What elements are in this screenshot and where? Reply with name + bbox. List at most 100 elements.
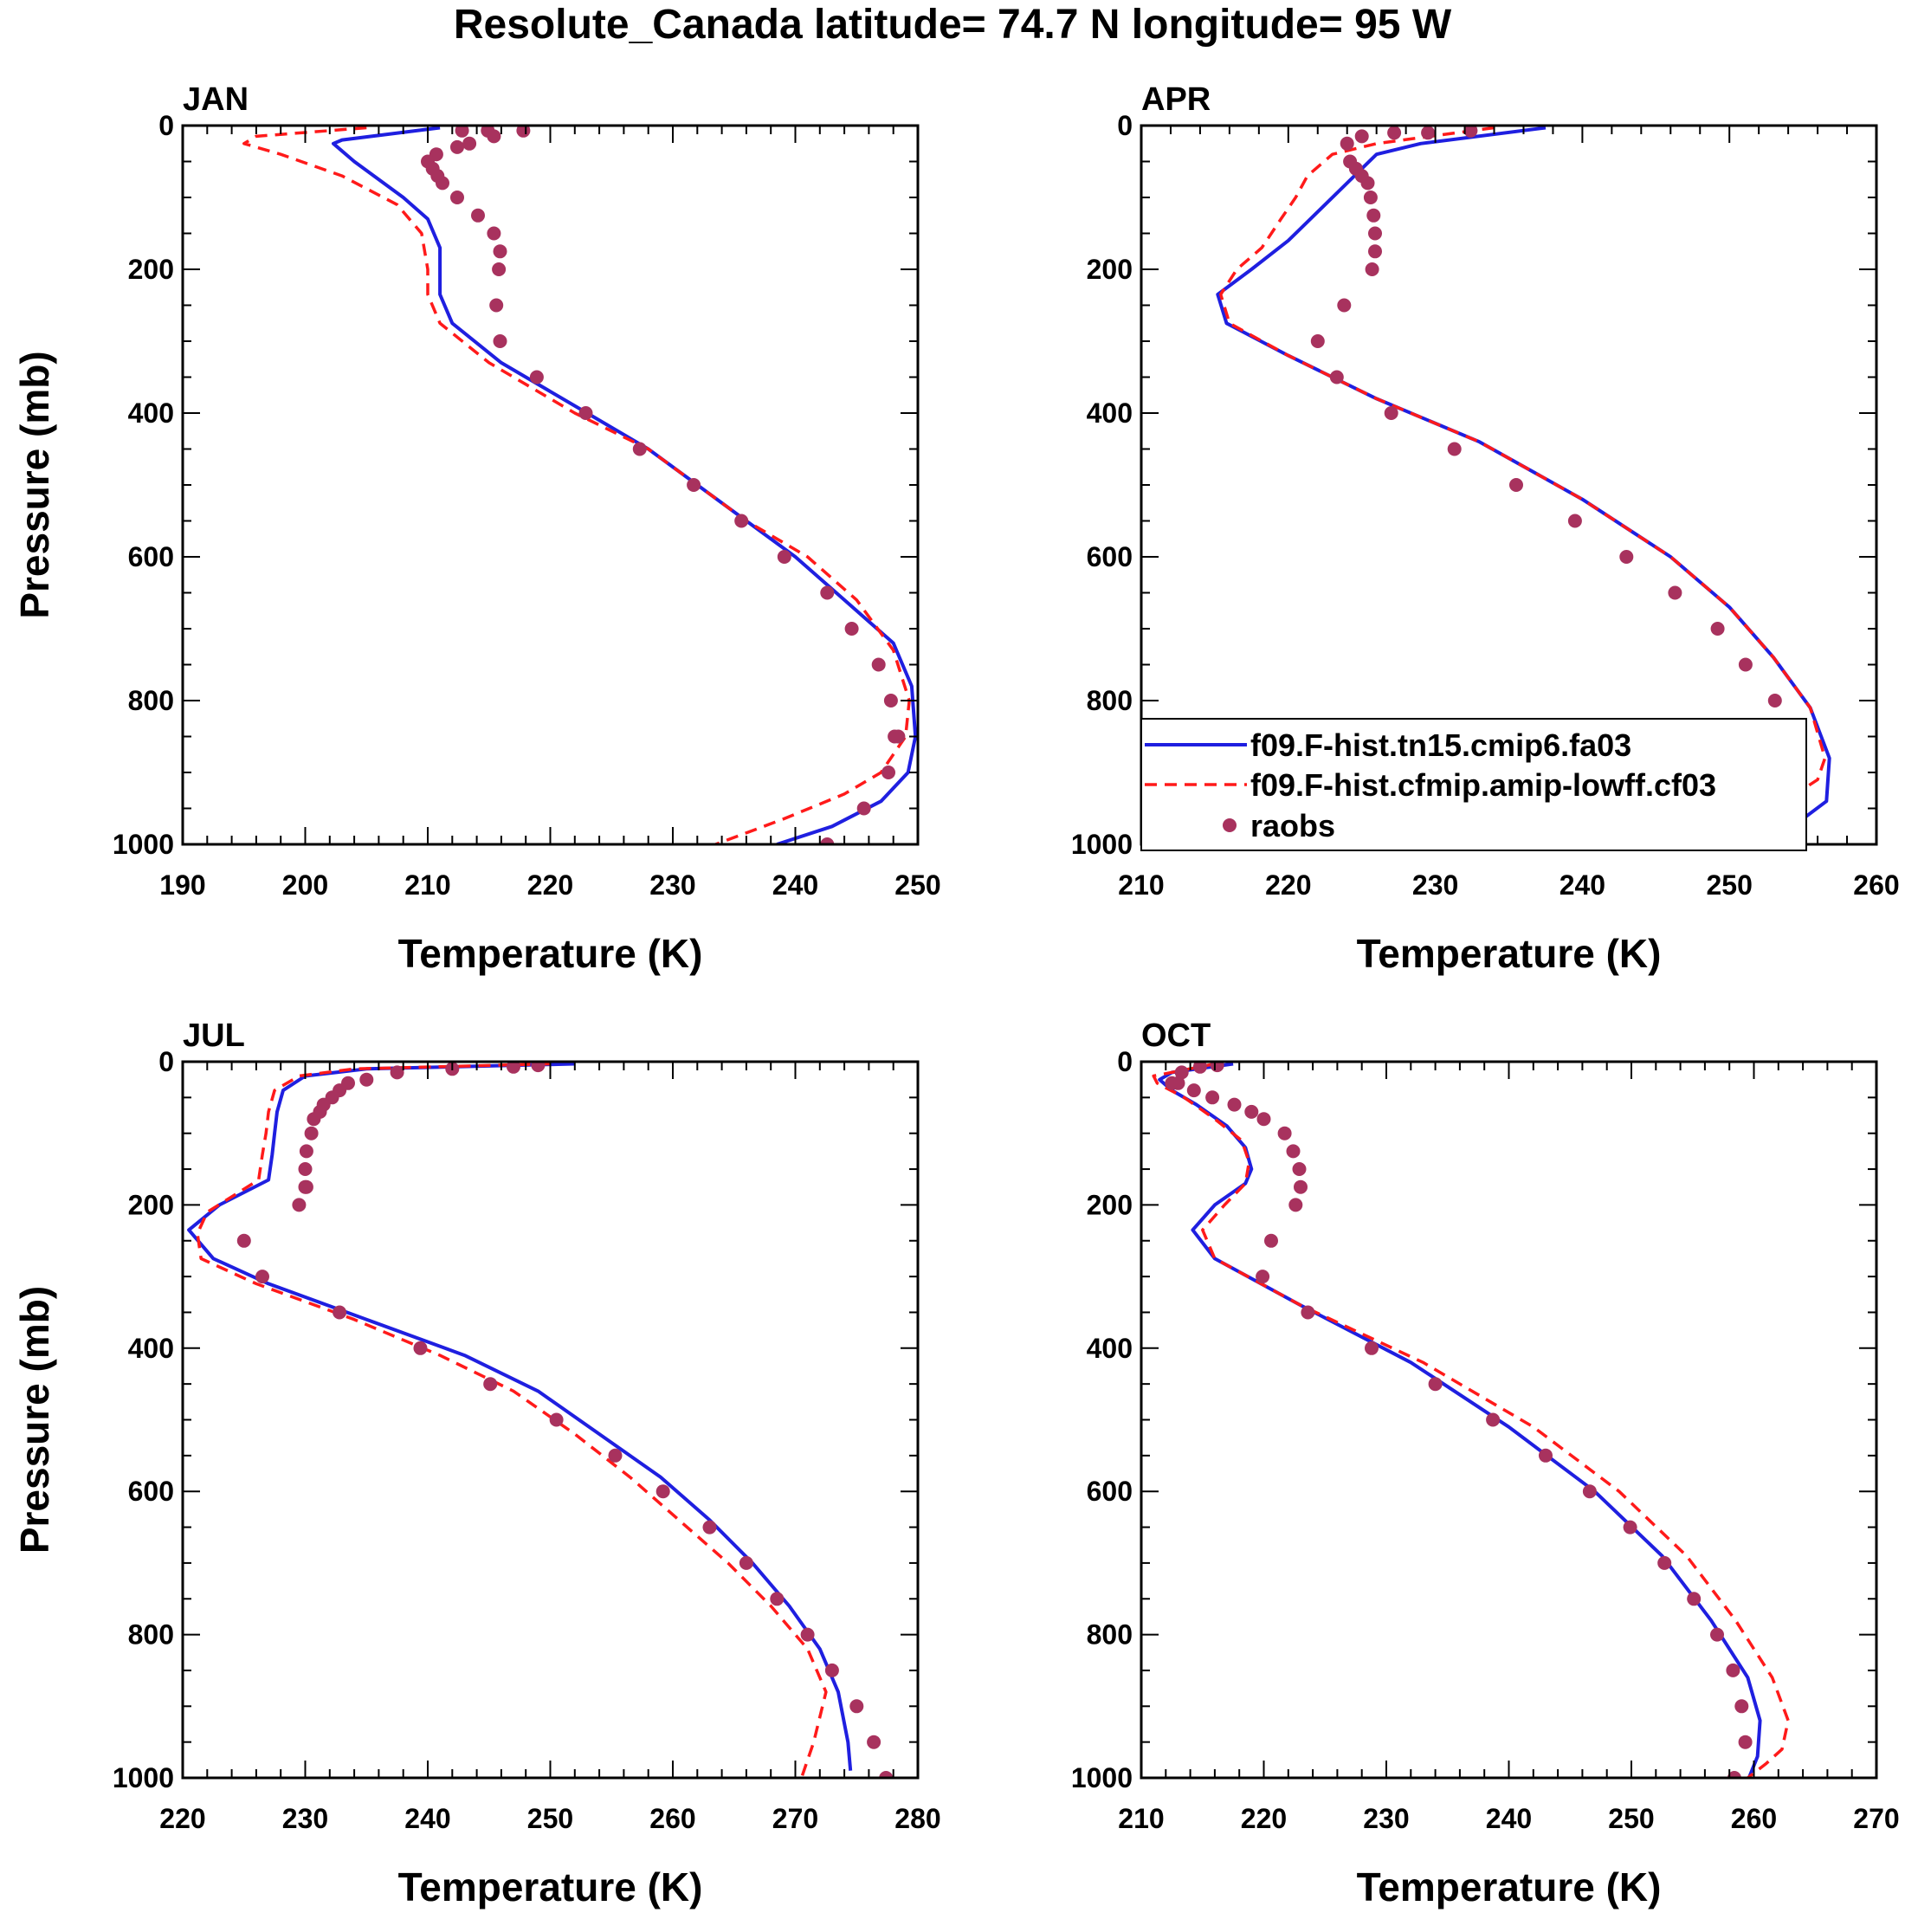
raobs-point xyxy=(1710,1627,1724,1642)
raobs-point xyxy=(1210,1062,1224,1073)
y-tick-label: 800 xyxy=(1087,1619,1133,1651)
x-tick-label: 250 xyxy=(527,1803,573,1834)
x-tick-label: 250 xyxy=(1707,869,1753,901)
raobs-point xyxy=(304,1126,319,1140)
raobs-point xyxy=(1354,129,1369,144)
x-tick-label: 240 xyxy=(1560,869,1605,901)
raobs-point xyxy=(1368,226,1382,241)
raobs-point xyxy=(1582,1484,1597,1499)
panel-title: JUL xyxy=(183,1018,245,1054)
raobs-point xyxy=(1668,585,1682,600)
raobs-point xyxy=(1486,1412,1501,1427)
x-tick-label: 200 xyxy=(282,869,328,901)
raobs-point xyxy=(299,1179,313,1194)
raobs-point xyxy=(608,1448,623,1463)
raobs-point xyxy=(655,1484,670,1499)
raobs-point xyxy=(849,1699,864,1714)
raobs-point xyxy=(1366,208,1381,223)
raobs-point xyxy=(390,1065,404,1080)
y-tick-label: 0 xyxy=(1117,110,1133,141)
raobs-point xyxy=(1363,191,1378,204)
y-tick-label: 0 xyxy=(1117,1046,1133,1077)
figure-title: Resolute_Canada latitude= 74.7 N longitu… xyxy=(454,2,1452,48)
raobs-point xyxy=(856,801,871,816)
y-tick-label: 200 xyxy=(1087,254,1133,285)
raobs-point xyxy=(578,406,593,420)
raobs-point xyxy=(1329,370,1344,384)
raobs-point xyxy=(1277,1126,1292,1140)
raobs-point xyxy=(871,657,886,672)
x-axis-label: Temperature (K) xyxy=(398,1864,703,1909)
x-tick-label: 220 xyxy=(1241,1803,1287,1834)
x-tick-label: 230 xyxy=(282,1803,328,1834)
raobs-point xyxy=(1365,262,1379,276)
raobs-point xyxy=(1256,1112,1271,1127)
raobs-point xyxy=(1337,298,1352,313)
raobs-point xyxy=(824,1663,839,1677)
raobs-point xyxy=(1539,1448,1553,1463)
raobs-point xyxy=(1421,126,1436,140)
y-tick-label: 1000 xyxy=(113,829,174,860)
x-axis-label: Temperature (K) xyxy=(1357,1864,1662,1909)
raobs-point xyxy=(867,1735,881,1749)
raobs-point xyxy=(1657,1555,1672,1570)
y-tick-label: 0 xyxy=(158,1046,174,1077)
y-tick-label: 400 xyxy=(1087,397,1133,429)
raobs-point xyxy=(1734,1699,1749,1714)
plot-area xyxy=(1152,1062,1790,1778)
raobs-point xyxy=(299,1144,313,1159)
raobs-point xyxy=(333,1305,347,1320)
x-tick-label: 220 xyxy=(527,869,573,901)
raobs-point xyxy=(1244,1104,1259,1119)
raobs-point xyxy=(1288,1198,1303,1212)
y-tick-label: 600 xyxy=(1087,1476,1133,1507)
raobs-point xyxy=(1619,550,1634,564)
x-tick-label: 260 xyxy=(1853,869,1899,901)
y-axis-label: Pressure (mb) xyxy=(12,1286,57,1554)
raobs-point xyxy=(255,1270,269,1284)
raobs-point xyxy=(307,1112,321,1127)
series-line-cmip6 xyxy=(187,1062,853,1771)
raobs-point xyxy=(359,1072,374,1087)
raobs-point xyxy=(487,226,501,241)
legend-label: raobs xyxy=(1250,808,1335,843)
panel-jan: 190 200 210 220 230 240 250 0 200 400 600 800 1000 JA… xyxy=(12,81,941,976)
x-tick-label: 240 xyxy=(1486,1803,1532,1834)
raobs-point xyxy=(1428,1377,1443,1392)
x-tick-label: 270 xyxy=(1853,1803,1899,1834)
raobs-point xyxy=(1174,1065,1189,1080)
x-tick-label: 190 xyxy=(159,869,205,901)
y-tick-label: 800 xyxy=(128,685,174,716)
x-tick-label: 240 xyxy=(772,869,818,901)
x-tick-label: 280 xyxy=(894,1803,940,1834)
y-tick-label: 200 xyxy=(128,1189,174,1220)
y-tick-label: 1000 xyxy=(1071,829,1133,860)
raobs-point xyxy=(1368,244,1382,259)
x-tick-label: 250 xyxy=(894,869,940,901)
raobs-point xyxy=(777,550,791,564)
raobs-point xyxy=(687,478,701,492)
series-line-cfmip xyxy=(1218,126,1827,844)
raobs-point xyxy=(487,129,501,144)
series-line-cmip6 xyxy=(332,126,918,844)
raobs-point xyxy=(507,1062,520,1074)
raobs-point xyxy=(739,1555,753,1570)
raobs-point xyxy=(493,244,507,259)
x-tick-label: 250 xyxy=(1608,1803,1654,1834)
raobs-point xyxy=(1509,478,1523,492)
raobs-point xyxy=(298,1162,313,1176)
raobs-point xyxy=(1192,1062,1207,1074)
raobs-point xyxy=(1256,1270,1270,1284)
raobs-point xyxy=(1767,694,1782,708)
raobs-point xyxy=(471,208,485,223)
raobs-point xyxy=(881,766,895,779)
y-tick-label: 400 xyxy=(128,1333,174,1364)
panel-title: JAN xyxy=(183,81,249,118)
raobs-point xyxy=(1360,176,1375,191)
plot-area xyxy=(242,126,918,844)
x-tick-label: 210 xyxy=(1118,869,1164,901)
raobs-point xyxy=(1186,1083,1201,1098)
y-tick-label: 0 xyxy=(158,110,174,141)
plot-area xyxy=(1216,126,1831,844)
